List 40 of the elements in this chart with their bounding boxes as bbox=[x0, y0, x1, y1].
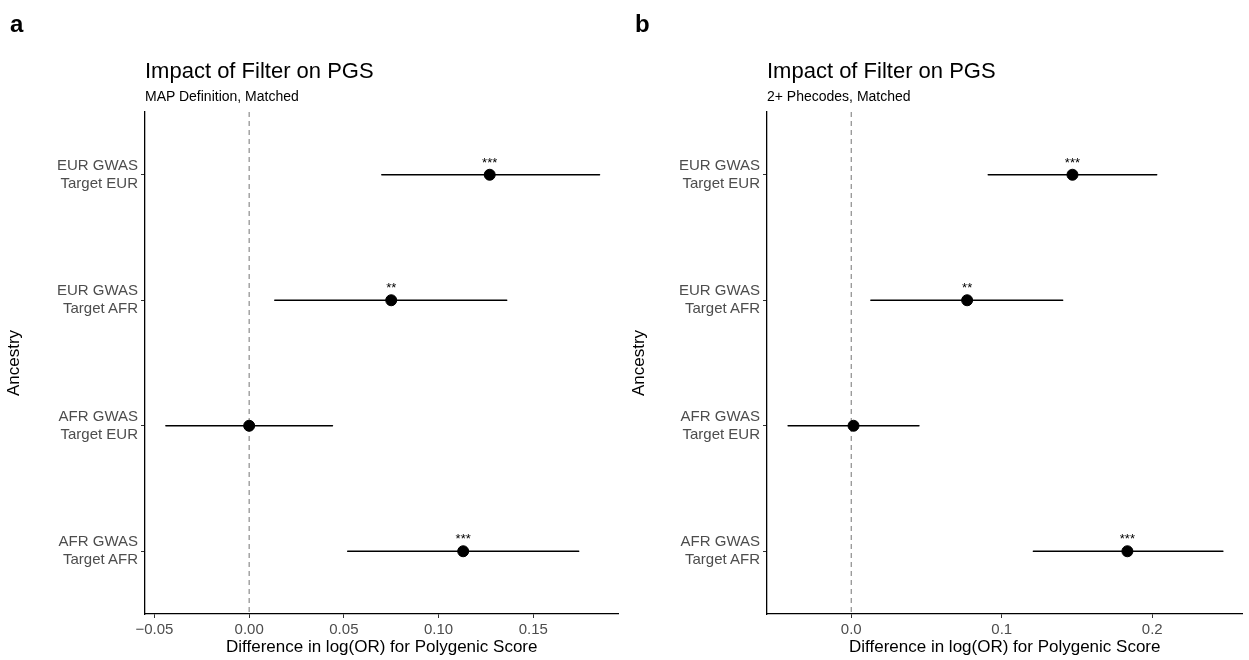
y-tick-label: EUR GWAS Target AFR bbox=[56, 281, 139, 317]
chart-title: Impact of Filter on PGS bbox=[145, 58, 374, 83]
x-tick-label: −0.05 bbox=[135, 620, 174, 638]
point bbox=[1066, 168, 1079, 181]
y-tick-label: AFR GWAS Target AFR bbox=[680, 532, 761, 568]
chart-subtitle: 2+ Phecodes, Matched bbox=[767, 88, 911, 104]
annotation: *** bbox=[482, 154, 498, 170]
x-tick-label: 0.10 bbox=[423, 620, 454, 638]
point bbox=[385, 294, 398, 307]
x-axis-title: Difference in log(OR) for Polygenic Score bbox=[226, 637, 538, 657]
annotation: ** bbox=[962, 280, 973, 296]
text: a bbox=[10, 10, 24, 37]
x-tick-label: 0.0 bbox=[840, 620, 862, 638]
y-tick-label: EUR GWAS Target AFR bbox=[678, 281, 761, 317]
text: b bbox=[635, 10, 650, 37]
y-tick-label: EUR GWAS Target EUR bbox=[678, 155, 761, 191]
annotation: *** bbox=[1119, 531, 1135, 547]
point bbox=[483, 168, 496, 181]
point bbox=[457, 545, 470, 558]
x-tick-label: 0.05 bbox=[329, 620, 359, 638]
point bbox=[847, 419, 860, 432]
annotation: *** bbox=[455, 531, 471, 547]
y-tick-label: AFR GWAS Target AFR bbox=[58, 532, 139, 568]
y-tick-label: AFR GWAS Target EUR bbox=[58, 406, 139, 442]
y-tick-label: EUR GWAS Target EUR bbox=[56, 155, 139, 191]
x-tick-label: 0.00 bbox=[234, 620, 264, 638]
annotation: ** bbox=[386, 280, 397, 296]
point bbox=[961, 294, 974, 307]
chart-subtitle: MAP Definition, Matched bbox=[145, 88, 299, 104]
y-tick-label: AFR GWAS Target EUR bbox=[680, 406, 761, 442]
point bbox=[1121, 545, 1134, 558]
x-tick-label: 0.1 bbox=[991, 620, 1013, 638]
x-axis-title: Difference in log(OR) for Polygenic Score bbox=[849, 637, 1161, 657]
y-axis-title: Ancestry bbox=[3, 329, 23, 397]
annotation: *** bbox=[1064, 154, 1081, 170]
x-tick-label: 0.15 bbox=[518, 620, 548, 638]
x-tick-label: 0.2 bbox=[1141, 620, 1163, 638]
y-axis-title: Ancestry bbox=[628, 329, 648, 397]
point bbox=[243, 419, 256, 432]
chart-title: Impact of Filter on PGS bbox=[767, 58, 996, 83]
